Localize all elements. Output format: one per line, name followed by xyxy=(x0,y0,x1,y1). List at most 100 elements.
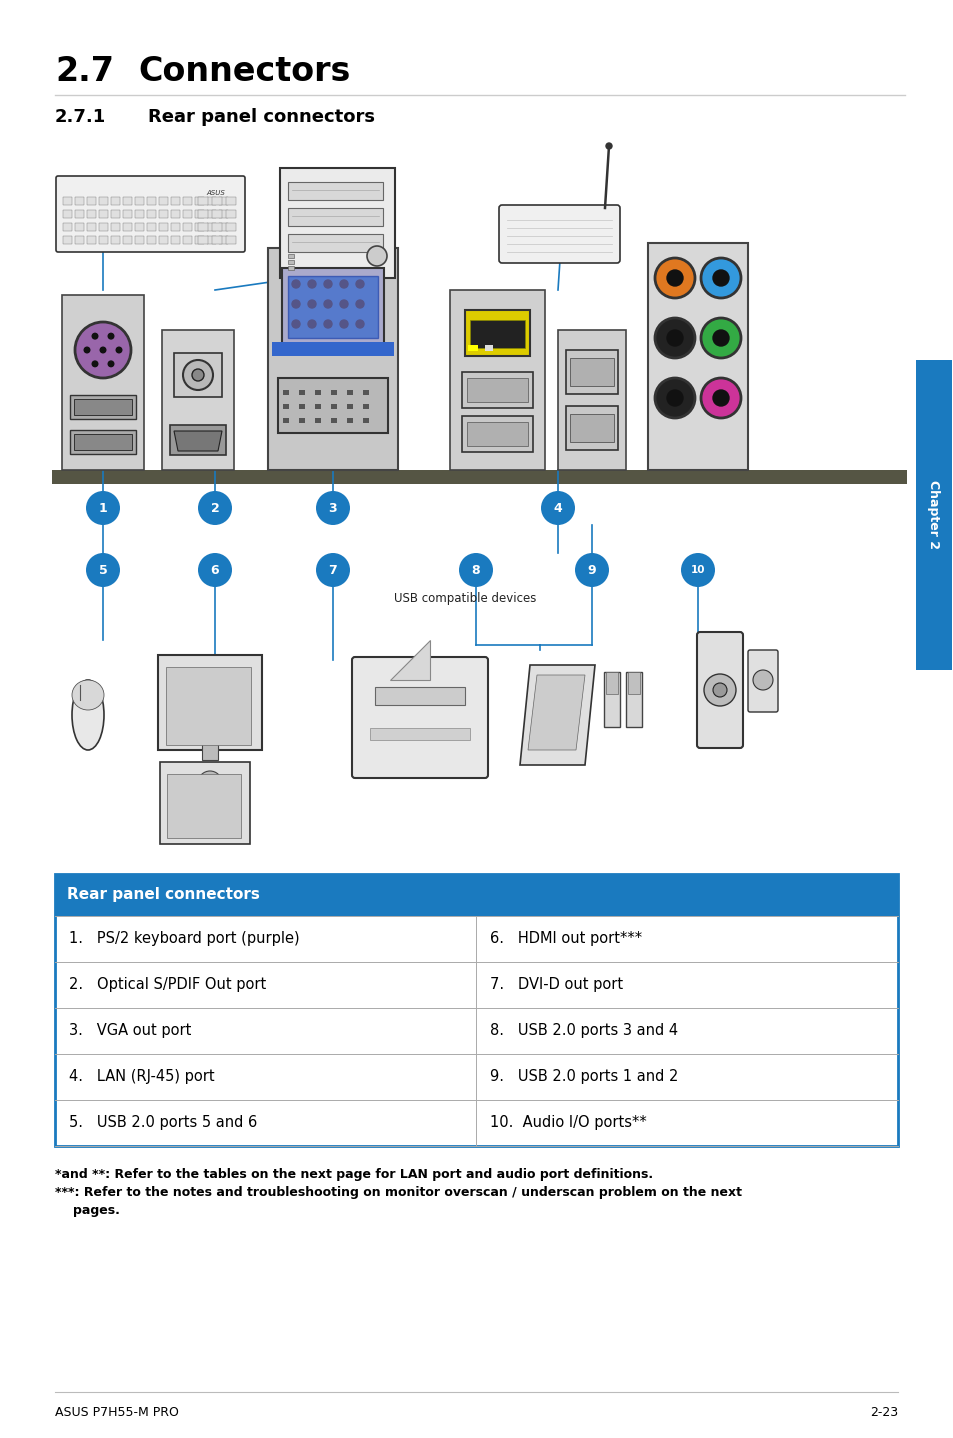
Bar xyxy=(298,418,305,423)
Bar xyxy=(219,236,228,244)
Bar xyxy=(467,421,527,446)
Bar xyxy=(170,426,226,454)
Bar xyxy=(226,236,235,244)
Circle shape xyxy=(108,334,113,339)
Circle shape xyxy=(666,390,682,406)
Text: 4.   LAN (RJ-45) port: 4. LAN (RJ-45) port xyxy=(69,1070,214,1084)
Text: 3: 3 xyxy=(329,502,337,515)
Bar xyxy=(219,223,228,232)
Bar xyxy=(625,672,641,728)
Text: 2.   Optical S/PDIF Out port: 2. Optical S/PDIF Out port xyxy=(69,978,266,992)
Bar xyxy=(370,728,470,741)
Circle shape xyxy=(700,257,740,298)
Circle shape xyxy=(605,142,612,150)
Circle shape xyxy=(183,360,213,390)
Bar xyxy=(182,764,237,777)
Bar xyxy=(74,434,132,450)
Circle shape xyxy=(700,378,740,418)
Circle shape xyxy=(703,674,735,706)
Bar xyxy=(198,236,208,244)
Bar xyxy=(87,236,96,244)
Bar xyxy=(87,197,96,206)
Text: Connectors: Connectors xyxy=(138,55,350,88)
Bar xyxy=(111,210,120,219)
Bar xyxy=(87,223,96,232)
Text: USB compatible devices: USB compatible devices xyxy=(394,592,536,605)
Bar xyxy=(347,418,353,423)
Bar xyxy=(468,345,477,351)
Bar xyxy=(158,654,262,751)
Bar xyxy=(147,223,156,232)
Bar xyxy=(99,197,108,206)
FancyBboxPatch shape xyxy=(697,631,742,748)
Circle shape xyxy=(75,322,131,378)
Text: 8.   USB 2.0 ports 3 and 4: 8. USB 2.0 ports 3 and 4 xyxy=(490,1024,678,1038)
Bar xyxy=(147,197,156,206)
Text: 6.   HDMI out port***: 6. HDMI out port*** xyxy=(490,932,641,946)
Bar xyxy=(194,223,204,232)
Text: 10.  Audio I/O ports**: 10. Audio I/O ports** xyxy=(490,1116,646,1130)
Bar xyxy=(70,430,136,454)
Bar xyxy=(194,210,204,219)
Text: ASUS: ASUS xyxy=(206,190,225,196)
Bar xyxy=(226,223,235,232)
Bar xyxy=(569,358,614,385)
Circle shape xyxy=(92,361,98,367)
Bar xyxy=(63,236,71,244)
Text: ASUS P7H55-M PRO: ASUS P7H55-M PRO xyxy=(55,1406,179,1419)
Bar xyxy=(123,210,132,219)
Bar xyxy=(147,236,156,244)
Bar xyxy=(135,236,144,244)
Text: 10: 10 xyxy=(690,565,704,575)
Bar xyxy=(52,470,906,485)
Text: Rear panel connectors: Rear panel connectors xyxy=(67,887,259,903)
Bar xyxy=(207,236,215,244)
Bar xyxy=(202,743,218,761)
Circle shape xyxy=(540,490,575,525)
FancyBboxPatch shape xyxy=(56,175,245,252)
Bar xyxy=(272,342,394,357)
Circle shape xyxy=(712,329,728,347)
Circle shape xyxy=(712,683,726,697)
Circle shape xyxy=(680,554,714,587)
Bar xyxy=(183,210,192,219)
Bar xyxy=(363,404,369,408)
Text: 2.7: 2.7 xyxy=(55,55,113,88)
Text: 7: 7 xyxy=(328,564,337,577)
Polygon shape xyxy=(173,431,222,452)
Bar xyxy=(212,236,222,244)
Circle shape xyxy=(292,301,299,308)
Circle shape xyxy=(700,318,740,358)
Text: 6: 6 xyxy=(211,564,219,577)
Bar xyxy=(55,1008,897,1054)
Bar xyxy=(375,687,464,705)
Circle shape xyxy=(198,554,232,587)
Text: 1: 1 xyxy=(98,502,108,515)
Circle shape xyxy=(324,301,332,308)
Circle shape xyxy=(355,280,364,288)
Circle shape xyxy=(315,554,350,587)
Bar xyxy=(219,210,228,219)
Circle shape xyxy=(458,554,493,587)
Bar xyxy=(75,223,84,232)
Circle shape xyxy=(666,270,682,286)
Bar xyxy=(603,672,619,728)
Bar xyxy=(283,418,289,423)
Circle shape xyxy=(712,270,728,286)
Bar xyxy=(63,197,71,206)
Text: 8: 8 xyxy=(471,564,479,577)
Bar xyxy=(75,197,84,206)
Bar xyxy=(363,390,369,395)
Bar xyxy=(63,223,71,232)
Bar xyxy=(75,236,84,244)
Bar xyxy=(226,197,235,206)
Polygon shape xyxy=(390,640,430,680)
Circle shape xyxy=(116,347,122,352)
Bar xyxy=(207,223,215,232)
Bar xyxy=(160,762,250,844)
Bar xyxy=(280,168,395,278)
Text: 3.   VGA out port: 3. VGA out port xyxy=(69,1024,192,1038)
Bar xyxy=(55,1100,897,1146)
Text: 5: 5 xyxy=(98,564,108,577)
Circle shape xyxy=(308,280,315,288)
